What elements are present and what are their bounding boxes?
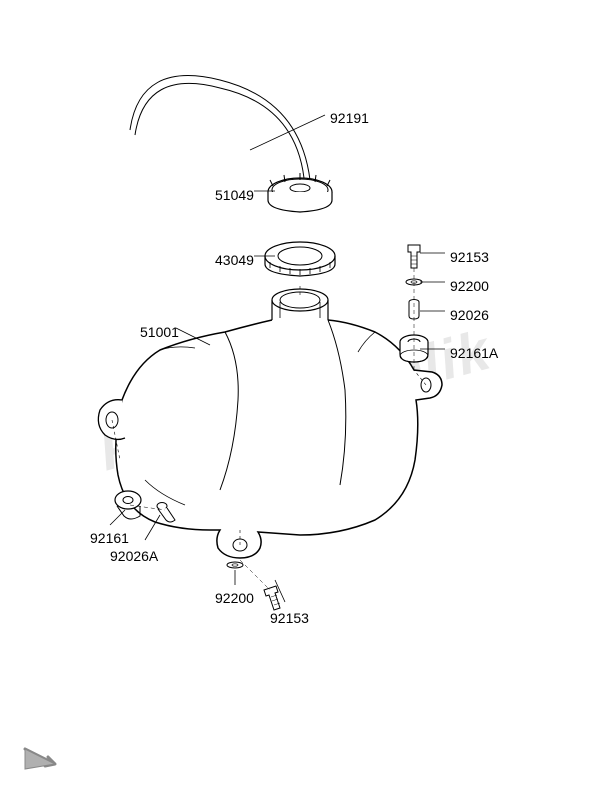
part-label-92026A: 92026A: [110, 548, 158, 564]
part-label-92191: 92191: [330, 110, 369, 126]
part-packing: [265, 242, 335, 276]
part-label-43049: 43049: [215, 252, 254, 268]
part-label-92200: 92200: [450, 278, 489, 294]
part-label-51001: 51001: [140, 324, 179, 340]
part-washer-bottom: [227, 562, 243, 568]
part-label-92161A: 92161A: [450, 345, 498, 361]
part-cap: [268, 173, 332, 212]
part-label-92153b: 92153: [270, 610, 309, 626]
part-label-92153: 92153: [450, 249, 489, 265]
part-damper-left: [115, 491, 141, 519]
parts-diagram-svg: [0, 0, 589, 799]
corner-arrow-icon: [20, 744, 60, 779]
part-label-92161: 92161: [90, 530, 129, 546]
part-label-92026: 92026: [450, 307, 489, 323]
part-bolt-bottom: [264, 586, 280, 610]
part-spacer-right: [409, 300, 419, 320]
part-bolt-right: [408, 245, 420, 268]
diagram-container: PartsRepublik: [0, 0, 589, 799]
part-label-92200b: 92200: [215, 590, 254, 606]
part-hose: [130, 76, 310, 180]
part-label-51049: 51049: [215, 187, 254, 203]
